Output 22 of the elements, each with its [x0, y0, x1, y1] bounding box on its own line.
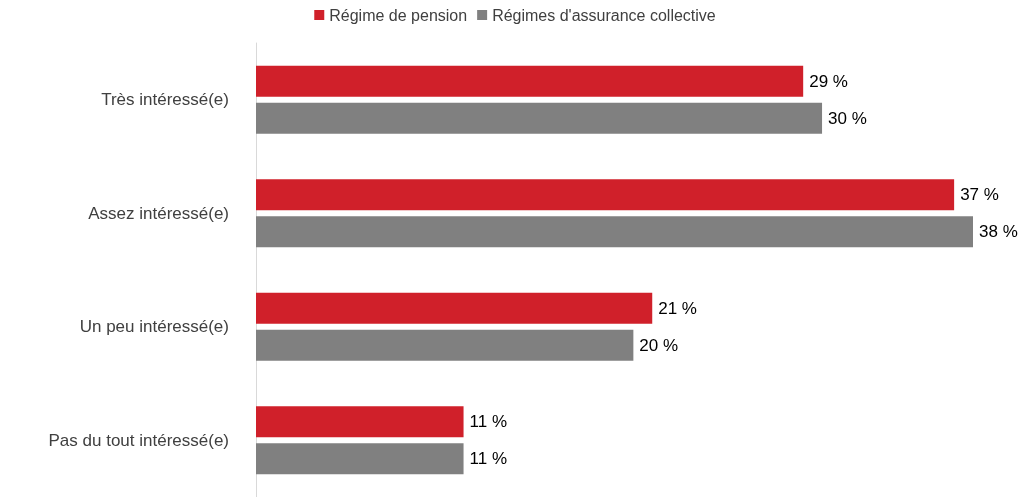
bar [256, 65, 804, 97]
y-tick-label: Assez intéressé(e) [88, 203, 229, 223]
y-tick-label: Très intéressé(e) [101, 90, 229, 110]
data-label: 38 % [979, 222, 1018, 242]
y-tick-label: Pas du tout intéressé(e) [48, 430, 229, 450]
data-label: 21 % [658, 298, 697, 318]
bar [256, 102, 823, 134]
bar [256, 292, 653, 324]
bar [256, 406, 464, 438]
y-tick-label: Un peu intéressé(e) [79, 317, 229, 337]
legend-label: Régime de pension [329, 6, 468, 24]
bar [256, 179, 955, 211]
bar [256, 329, 634, 361]
data-label: 29 % [809, 71, 848, 91]
data-label: 30 % [828, 108, 867, 128]
bar [256, 216, 973, 248]
legend-label: Régimes d'assurance collective [492, 6, 716, 24]
data-label: 37 % [960, 185, 999, 205]
data-label: 20 % [639, 335, 679, 355]
data-label: 11 % [469, 412, 508, 432]
data-label: 11 % [469, 449, 508, 469]
bar [256, 443, 464, 475]
